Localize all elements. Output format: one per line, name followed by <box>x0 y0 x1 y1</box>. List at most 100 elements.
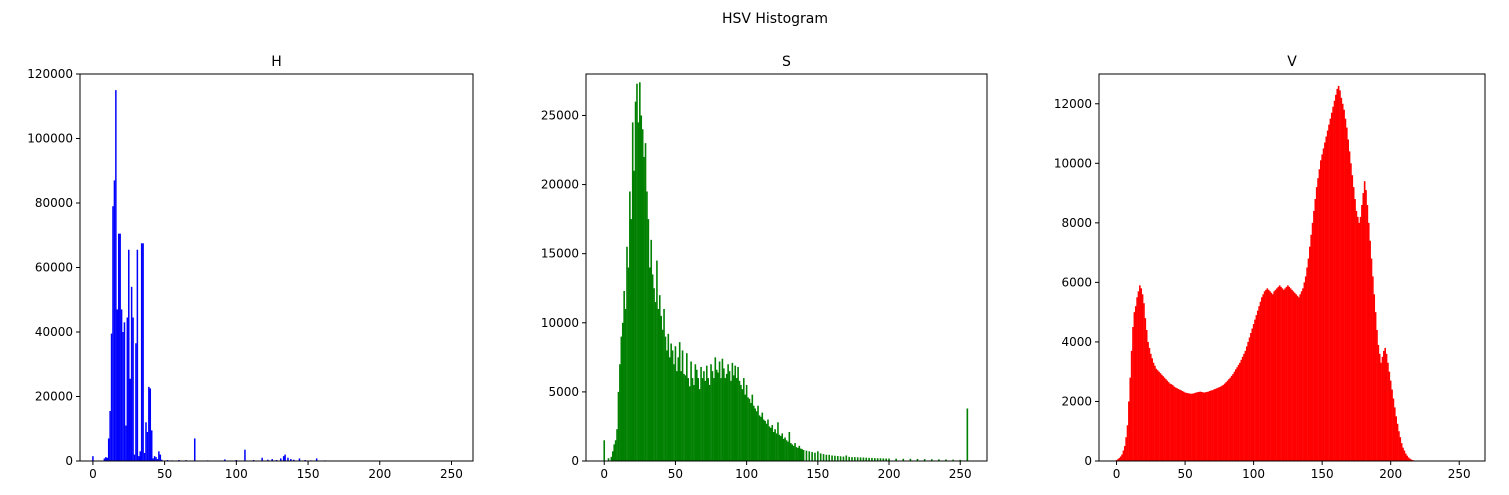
bar-v-32 <box>1159 373 1162 461</box>
bar-v-3 <box>1119 456 1122 461</box>
bar-s-65 <box>695 369 698 461</box>
bar-s-120 <box>774 429 776 461</box>
bar-s-240 <box>945 459 947 461</box>
bar-s-28 <box>643 156 645 461</box>
bar-v-105 <box>1259 301 1262 461</box>
bar-s-107 <box>755 411 758 461</box>
bar-s-77 <box>713 378 715 461</box>
bar-s-126 <box>782 438 785 461</box>
bar-s-44 <box>666 350 668 461</box>
bar-s-62 <box>691 378 694 461</box>
bar-s-117 <box>770 427 772 461</box>
bar-s-58 <box>686 353 688 461</box>
bar-s-142 <box>805 450 808 461</box>
bar-s-166 <box>839 456 842 461</box>
bar-s-14 <box>623 291 625 461</box>
bar-s-192 <box>876 458 879 461</box>
bar-h-122 <box>267 459 269 461</box>
bar-s-0 <box>603 440 606 461</box>
bar-s-72 <box>705 365 708 461</box>
bar-v-198 <box>1387 362 1389 461</box>
bar-v-102 <box>1255 315 1258 461</box>
bar-h-131 <box>280 458 282 461</box>
bar-v-6 <box>1123 446 1126 461</box>
bar-v-94 <box>1244 350 1247 461</box>
bar-v-81 <box>1226 380 1229 461</box>
bar-s-55 <box>681 350 684 461</box>
bar-s-95 <box>738 380 741 461</box>
axes-frame-h <box>79 73 474 462</box>
bar-v-188 <box>1373 294 1376 461</box>
bar-s-110 <box>760 416 762 461</box>
bar-s-255 <box>966 408 969 461</box>
bar-v-101 <box>1254 319 1256 461</box>
bar-s-12 <box>620 336 623 461</box>
bar-v-166 <box>1343 109 1345 461</box>
bar-s-39 <box>658 295 661 461</box>
bar-v-13 <box>1133 312 1136 461</box>
bar-s-53 <box>678 342 681 461</box>
bar-v-12 <box>1132 327 1134 461</box>
bar-v-182 <box>1365 190 1367 461</box>
bar-h-48 <box>161 459 163 461</box>
bar-s-6 <box>611 451 614 461</box>
bar-v-47 <box>1180 390 1182 461</box>
ytick-label-s-10000: 10000 <box>541 316 579 330</box>
bar-h-92 <box>224 459 226 461</box>
bar-s-71 <box>704 380 707 461</box>
bar-v-185 <box>1369 240 1371 461</box>
bar-v-41 <box>1171 385 1174 461</box>
bar-s-7 <box>613 444 615 461</box>
bar-v-164 <box>1340 97 1343 461</box>
bar-s-134 <box>794 443 796 461</box>
bar-v-43 <box>1174 387 1177 461</box>
bar-v-189 <box>1374 312 1377 461</box>
bar-v-24 <box>1148 347 1151 461</box>
bar-s-17 <box>627 267 630 461</box>
bar-s-60 <box>688 386 691 461</box>
bar-s-29 <box>644 143 647 462</box>
bar-v-23 <box>1147 341 1149 461</box>
bar-s-103 <box>750 402 752 461</box>
bar-v-19 <box>1141 294 1144 461</box>
bar-s-154 <box>822 454 825 461</box>
bar-v-201 <box>1391 389 1393 461</box>
bar-s-130 <box>788 431 791 461</box>
bar-v-86 <box>1233 371 1236 461</box>
bar-s-89 <box>730 380 732 461</box>
bar-h-42 <box>152 458 154 461</box>
bar-s-105 <box>752 405 755 461</box>
bar-v-108 <box>1263 291 1266 461</box>
bar-s-174 <box>851 457 853 461</box>
bar-v-106 <box>1261 297 1263 461</box>
bar-s-146 <box>811 452 813 461</box>
bar-s-172 <box>848 456 850 461</box>
ytick-label-v-0: 0 <box>1084 454 1092 468</box>
bar-h-23 <box>125 425 127 461</box>
xtick-label-s-250: 250 <box>949 467 972 481</box>
bar-v-118 <box>1277 286 1280 461</box>
bar-v-100 <box>1252 324 1255 461</box>
bar-s-38 <box>657 308 660 461</box>
bar-v-192 <box>1378 353 1381 461</box>
bar-v-107 <box>1262 294 1265 461</box>
bar-v-76 <box>1219 386 1222 461</box>
bar-v-113 <box>1270 292 1273 461</box>
bar-s-184 <box>865 457 868 461</box>
bar-s-230 <box>930 459 933 461</box>
bar-s-81 <box>718 361 721 461</box>
bar-h-106 <box>244 449 246 461</box>
xtick-label-v-100: 100 <box>1242 467 1265 481</box>
bar-v-35 <box>1163 377 1166 461</box>
bar-v-173 <box>1352 187 1355 461</box>
bar-s-205 <box>895 458 897 461</box>
xtick-label-h-250: 250 <box>440 467 463 481</box>
ytick-label-h-80000: 80000 <box>35 196 73 210</box>
bar-v-27 <box>1152 362 1155 461</box>
bar-s-122 <box>777 422 779 461</box>
bar-v-125 <box>1287 285 1289 461</box>
bar-s-132 <box>791 444 793 461</box>
bar-s-21 <box>633 170 635 461</box>
bar-s-70 <box>703 371 705 461</box>
bar-v-126 <box>1288 286 1291 461</box>
